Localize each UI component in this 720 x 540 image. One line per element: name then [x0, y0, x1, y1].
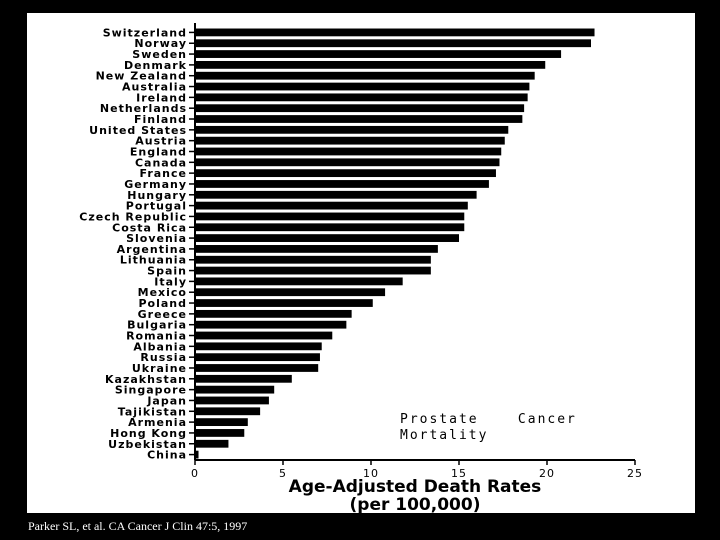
bar-uzbekistan [195, 439, 229, 448]
category-label: Japan [146, 394, 187, 407]
category-label: Kazakhstan [105, 373, 187, 386]
bar-russia [195, 353, 320, 362]
category-label: Uzbekistan [108, 438, 187, 451]
bar-hong-kong [195, 429, 245, 437]
x-axis-title: Age-Adjusted Death Rates [289, 477, 542, 497]
category-label: Poland [138, 297, 187, 310]
category-label: Canada [135, 156, 187, 169]
x-ticks: 0 5 10 15 20 25 [191, 460, 643, 480]
bar-spain [195, 266, 431, 275]
category-label: Singapore [115, 384, 187, 397]
bar-italy [195, 277, 403, 286]
bar-mexico [195, 288, 386, 297]
bar-argentina [195, 245, 438, 253]
bar-romania [195, 331, 333, 340]
category-label: Russia [140, 351, 187, 364]
category-label: Mexico [138, 286, 187, 299]
bar-finland [195, 115, 523, 123]
bar-hungary [195, 190, 477, 199]
bar-singapore [195, 385, 275, 394]
bar-new-zealand [195, 71, 535, 80]
bar-tajikistan [195, 407, 261, 416]
category-label: Norway [134, 37, 187, 50]
bar-switzerland [195, 28, 595, 37]
category-label: Australia [122, 81, 187, 94]
category-label: Netherlands [100, 102, 187, 115]
bar-france [195, 169, 496, 178]
category-label: Argentina [117, 243, 187, 256]
bar-united-states [195, 125, 509, 134]
category-label: Bulgaria [127, 319, 187, 332]
category-label: Costa Rica [112, 221, 187, 234]
x-tick-label: 0 [191, 467, 199, 480]
category-label: England [130, 145, 187, 158]
bar-armenia [195, 418, 248, 427]
category-label: Denmark [124, 59, 187, 72]
bars-group [195, 28, 595, 459]
category-label: Romania [126, 330, 187, 343]
bar-bulgaria [195, 320, 347, 329]
bar-germany [195, 180, 489, 188]
category-label: Switzerland [103, 26, 187, 39]
bar-lithuania [195, 255, 431, 264]
bar-ireland [195, 93, 528, 102]
category-label: Hungary [127, 189, 187, 202]
category-label: France [140, 167, 187, 180]
x-tick-label: 5 [279, 467, 287, 480]
category-label: China [147, 449, 187, 462]
bar-china [195, 450, 199, 459]
category-label: Spain [147, 265, 187, 278]
category-label: Sweden [132, 48, 187, 61]
bar-austria [195, 136, 505, 145]
bar-ukraine [195, 364, 319, 372]
bar-netherlands [195, 104, 525, 113]
x-tick-label: 15 [451, 467, 467, 480]
x-axis-subtitle: (per 100,000) [350, 495, 481, 513]
x-tick-label: 25 [627, 467, 643, 480]
category-label: Hong Kong [110, 427, 187, 440]
category-label: Tajikistan [118, 405, 187, 418]
category-label: Finland [134, 113, 187, 126]
annotation-line-1: Prostate Cancer [400, 412, 577, 427]
category-label: Ukraine [132, 362, 187, 375]
bar-slovenia [195, 234, 459, 242]
bar-japan [195, 396, 269, 405]
bar-greece [195, 309, 352, 318]
bar-costa-rica [195, 223, 465, 232]
citation: Parker SL, et al. CA Cancer J Clin 47:5,… [28, 519, 248, 533]
category-label: New Zealand [96, 70, 187, 83]
category-label: Czech Republic [79, 210, 187, 223]
category-label: Greece [138, 308, 187, 321]
bar-albania [195, 342, 322, 351]
bar-poland [195, 299, 373, 307]
bar-australia [195, 82, 530, 91]
bar-england [195, 147, 502, 156]
category-label: Austria [135, 135, 187, 148]
category-label: Italy [154, 275, 187, 288]
bar-sweden [195, 50, 562, 58]
bar-czech-republic [195, 212, 465, 221]
x-tick-label: 20 [539, 467, 555, 480]
category-label: Albania [133, 340, 187, 353]
bar-portugal [195, 201, 468, 210]
category-label: Portugal [126, 200, 187, 213]
x-tick-label: 10 [363, 467, 379, 480]
bar-canada [195, 158, 500, 167]
category-label: Germany [124, 178, 187, 191]
bar-denmark [195, 60, 546, 69]
chart-panel: Switzerland Norway Sweden Denmark New Zealan… [27, 13, 695, 513]
category-label: Armenia [128, 416, 187, 429]
bar-norway [195, 39, 591, 48]
category-label: Lithuania [120, 254, 187, 267]
category-label: Slovenia [126, 232, 187, 245]
category-label: United States [89, 124, 187, 137]
bar-kazakhstan [195, 374, 292, 383]
annotation-line-2: Mortality [400, 428, 488, 443]
category-label: Ireland [136, 91, 187, 104]
